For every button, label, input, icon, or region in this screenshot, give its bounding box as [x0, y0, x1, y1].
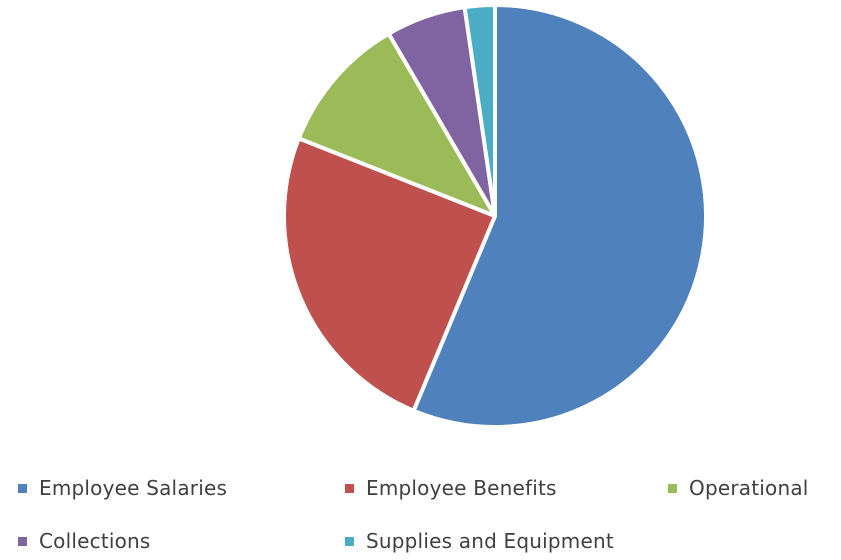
legend-label-operational: Operational — [689, 476, 809, 500]
legend-label-employee-salaries: Employee Salaries — [39, 476, 228, 500]
pie-chart-svg — [282, 3, 708, 429]
legend-swatch-employee-benefits — [345, 483, 354, 493]
legend-label-employee-benefits: Employee Benefits — [366, 476, 557, 500]
legend-swatch-collections — [18, 536, 27, 546]
legend-swatch-employee-salaries — [18, 483, 27, 493]
legend-item-supplies-and-equipment: Supplies and Equipment — [345, 529, 614, 553]
pie-slice-employee-salaries — [411, 3, 708, 429]
legend-swatch-operational — [668, 483, 677, 493]
legend-item-employee-benefits: Employee Benefits — [345, 476, 557, 500]
pie-slice-supplies-and-equipment — [462, 3, 497, 218]
legend-label-collections: Collections — [39, 529, 151, 553]
pie-slice-operational — [296, 31, 497, 218]
legend-label-supplies-and-equipment: Supplies and Equipment — [366, 529, 614, 553]
legend-item-collections: Collections — [18, 529, 151, 553]
pie-slice-employee-benefits — [282, 136, 497, 413]
legend-item-operational: Operational — [668, 476, 809, 500]
legend-item-employee-salaries: Employee Salaries — [18, 476, 227, 500]
legend-swatch-supplies-and-equipment — [345, 536, 354, 546]
